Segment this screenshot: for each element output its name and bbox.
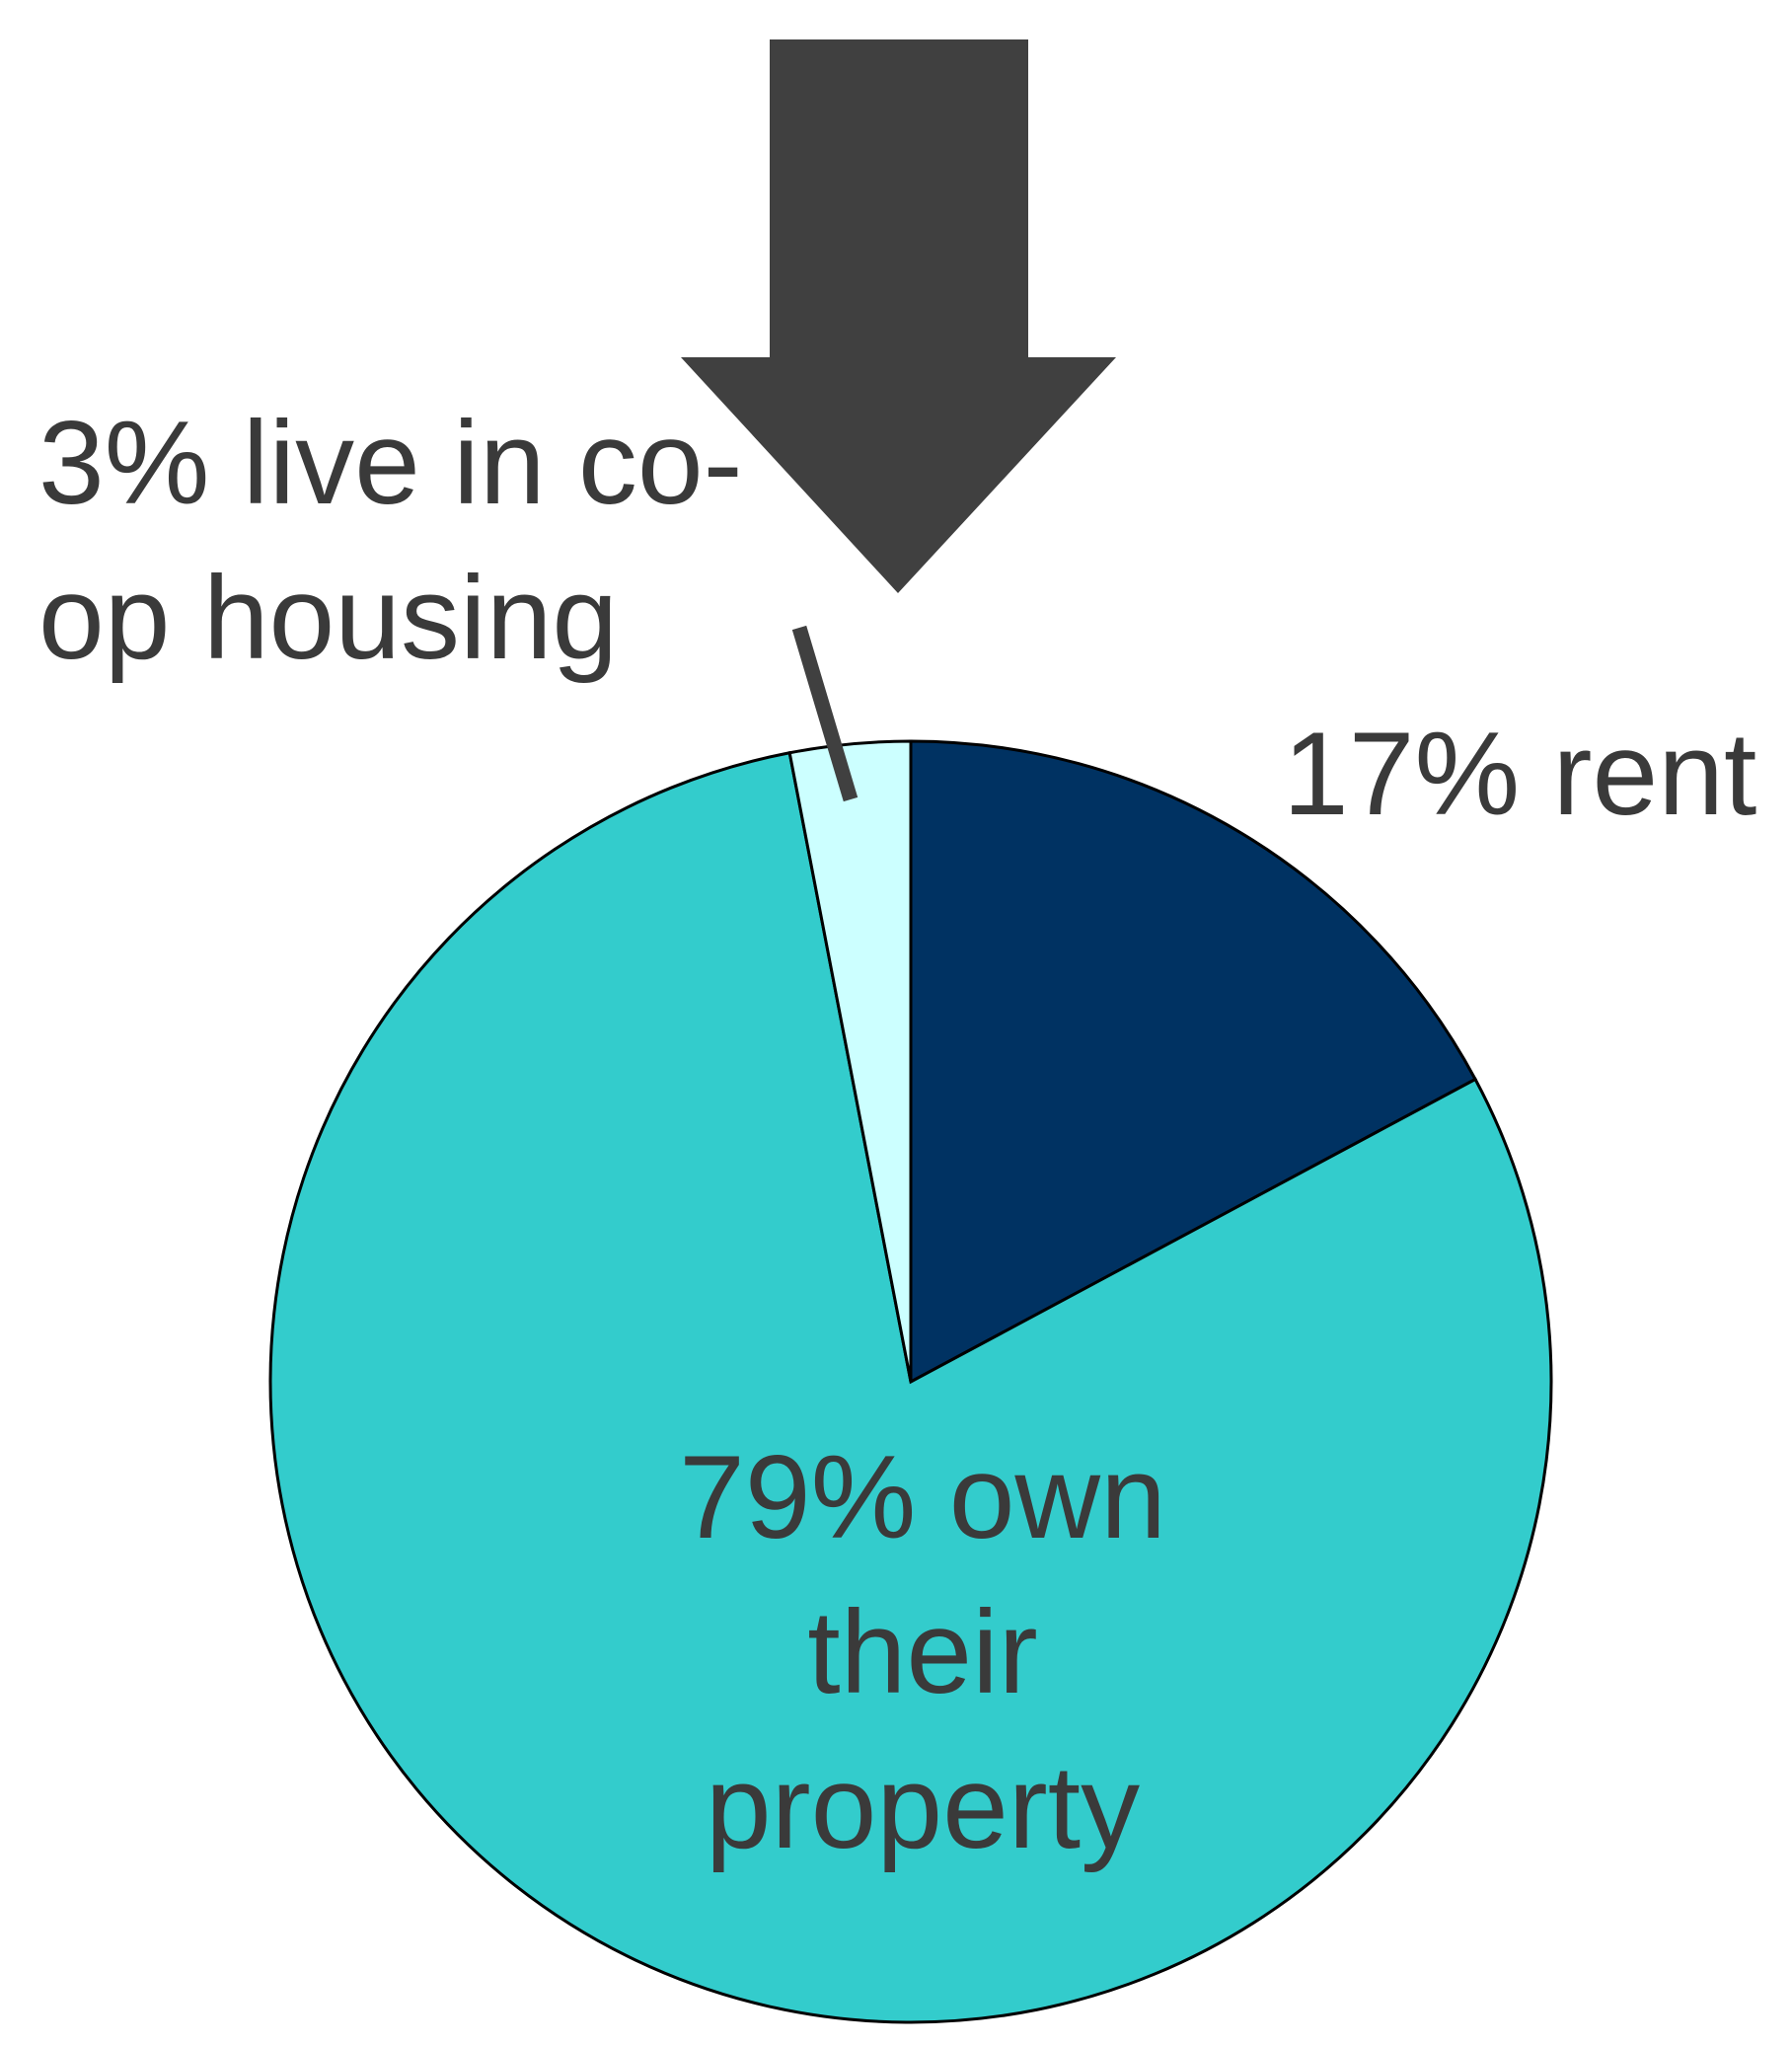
slice-label: 17% rent	[1283, 697, 1756, 852]
category-label: own their property	[705, 1431, 1166, 1873]
arrow	[681, 39, 1116, 593]
value-label: 79%	[679, 1431, 917, 1563]
pie-slice	[787, 739, 913, 1383]
slice-label: 3% live in co-op housing	[38, 386, 828, 696]
value-label: 3%	[38, 397, 210, 529]
slice-label: 79% own their property	[666, 1420, 1179, 1885]
pie-slice	[268, 750, 1553, 2024]
pie	[268, 739, 1553, 2024]
category-label: live in co-op housing	[38, 397, 743, 684]
category-label: rent	[1552, 708, 1757, 840]
pie-slice	[909, 739, 1478, 1385]
leader-line	[791, 625, 859, 802]
value-label: 17%	[1283, 708, 1521, 840]
